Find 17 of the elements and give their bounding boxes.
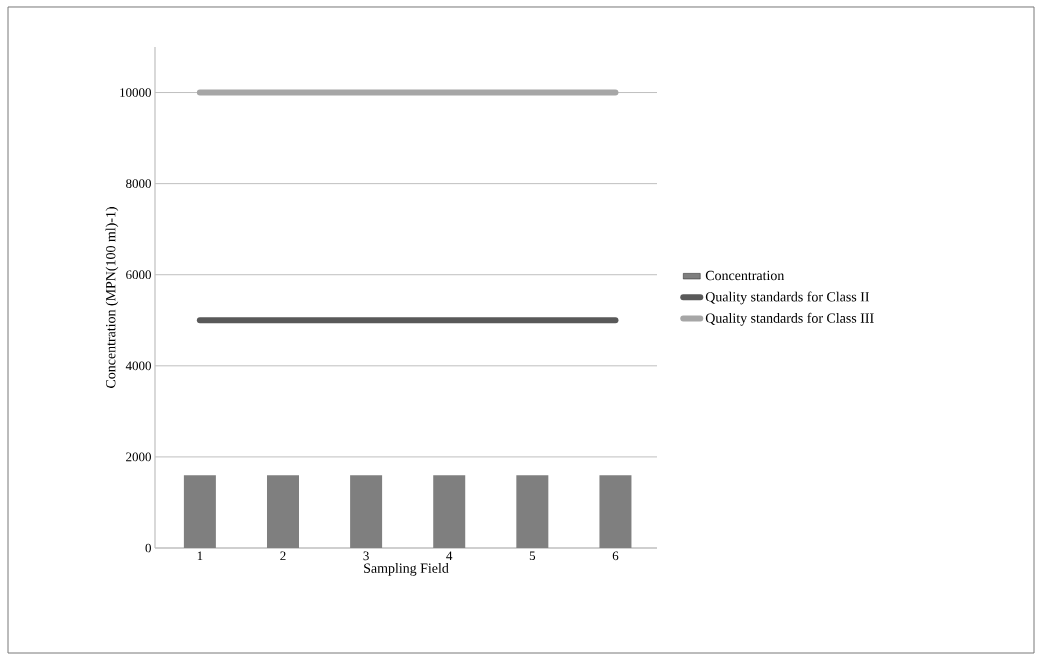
y-tick-label: 6000 bbox=[126, 270, 151, 280]
x-tick-label: 2 bbox=[280, 551, 286, 561]
y-tick-label: 0 bbox=[145, 543, 151, 553]
y-tick-label: 8000 bbox=[126, 179, 151, 188]
legend-label: Concentration bbox=[705, 270, 785, 281]
x-tick-label: 5 bbox=[529, 551, 536, 561]
x-tick-label: 3 bbox=[363, 551, 369, 561]
x-tick-label: 6 bbox=[612, 551, 619, 561]
x-tick-label: 4 bbox=[446, 551, 453, 561]
y-tick-label: 4000 bbox=[125, 361, 151, 371]
y-tick-label: 2000 bbox=[126, 452, 151, 462]
y-axis-title: Concentration (MPN(100 ml)-1) bbox=[105, 207, 119, 388]
legend-label: Quality standards for Class II bbox=[705, 291, 870, 305]
x-axis-title: Sampling Field bbox=[364, 563, 449, 576]
legend-label: Quality standards for Class III bbox=[705, 312, 874, 326]
x-tick-label: 1 bbox=[197, 551, 203, 561]
y-tick-label: 10000 bbox=[120, 88, 151, 97]
